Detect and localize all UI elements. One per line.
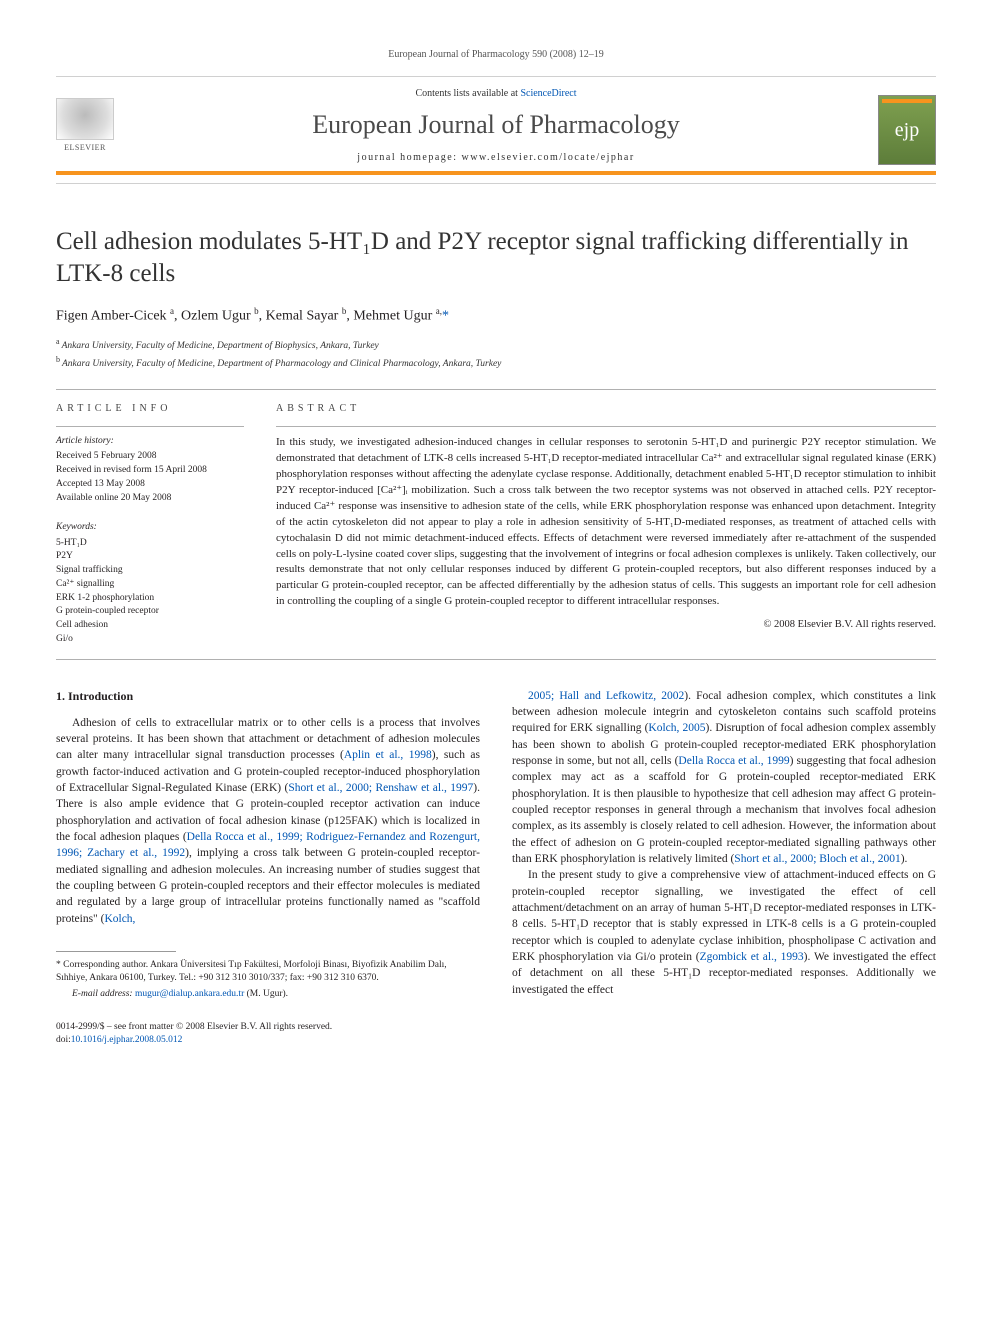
sciencedirect-link[interactable]: ScienceDirect [520,88,576,99]
keywords-label: Keywords: [56,521,244,534]
abstract-block: ABSTRACT In this study, we investigated … [276,402,936,647]
page: European Journal of Pharmacology 590 (20… [0,0,992,1088]
page-footer: 0014-2999/$ – see front matter © 2008 El… [56,1021,936,1048]
journal-name: European Journal of Pharmacology [56,107,936,143]
affiliation-item: aAnkara University, Faculty of Medicine,… [56,336,936,353]
section-heading: 1. Introduction [56,688,480,705]
keyword-item: Signal trafficking [56,564,244,578]
doi-link[interactable]: 10.1016/j.ejphar.2008.05.012 [71,1035,183,1045]
copyright: © 2008 Elsevier B.V. All rights reserved… [276,618,936,633]
article-info: ARTICLE INFO Article history: Received 5… [56,402,244,647]
affiliations: aAnkara University, Faculty of Medicine,… [56,336,936,371]
body-paragraph: Adhesion of cells to extracellular matri… [56,715,480,927]
publisher-logo-text: ELSEVIER [56,142,114,153]
email-label: E-mail address: [72,989,133,999]
keyword-item: Ca²⁺ signalling [56,578,244,592]
divider [56,389,936,390]
history-item: Accepted 13 May 2008 [56,478,244,492]
body-paragraph: In the present study to give a comprehen… [512,867,936,998]
email-footnote: E-mail address: mugur@dialup.ankara.edu.… [56,988,480,1001]
footer-left: 0014-2999/$ – see front matter © 2008 El… [56,1021,332,1048]
meta-row: ARTICLE INFO Article history: Received 5… [56,402,936,647]
abstract-text: In this study, we investigated adhesion-… [276,435,936,610]
masthead: ELSEVIER ejp Contents lists available at… [56,76,936,184]
journal-cover-logo: ejp [878,95,936,165]
issn-line: 0014-2999/$ – see front matter © 2008 El… [56,1021,332,1034]
publisher-logo: ELSEVIER [56,98,114,162]
body-column-left: 1. Introduction Adhesion of cells to ext… [56,688,480,1001]
body-column-right: 2005; Hall and Lefkowitz, 2002). Focal a… [512,688,936,1001]
body-paragraph: 2005; Hall and Lefkowitz, 2002). Focal a… [512,688,936,868]
email-link[interactable]: mugur@dialup.ankara.edu.tr [135,989,244,999]
keyword-item: ERK 1-2 phosphorylation [56,592,244,606]
body-columns: 1. Introduction Adhesion of cells to ext… [56,688,936,1001]
email-name: (M. Ugur). [247,989,288,999]
keyword-item: P2Y [56,550,244,564]
keyword-item: G protein-coupled receptor [56,605,244,619]
history-item: Received in revised form 15 April 2008 [56,464,244,478]
keyword-item: 5-HT₁D [56,537,244,551]
contents-prefix: Contents lists available at [415,88,520,99]
contents-line: Contents lists available at ScienceDirec… [56,87,936,101]
article-info-label: ARTICLE INFO [56,402,244,416]
corresponding-author-footnote: * Corresponding author. Ankara Üniversit… [56,958,480,986]
history-item: Available online 20 May 2008 [56,492,244,506]
keyword-item: Cell adhesion [56,619,244,633]
journal-homepage: journal homepage: www.elsevier.com/locat… [56,151,936,165]
history-label: Article history: [56,435,244,448]
elsevier-tree-icon [56,98,114,140]
ejp-logo-icon: ejp [878,95,936,165]
keyword-item: Gi/o [56,633,244,647]
authors: Figen Amber-Cicek a, Ozlem Ugur b, Kemal… [56,305,936,326]
divider [276,426,936,427]
article-title: Cell adhesion modulates 5-HT₁D and P2Y r… [56,226,936,289]
history-item: Received 5 February 2008 [56,450,244,464]
running-head: European Journal of Pharmacology 590 (20… [56,48,936,62]
divider [56,426,244,427]
doi-line: doi:10.1016/j.ejphar.2008.05.012 [56,1034,332,1047]
affiliation-item: bAnkara University, Faculty of Medicine,… [56,354,936,371]
abstract-label: ABSTRACT [276,402,936,416]
accent-bar [56,171,936,175]
divider [56,659,936,660]
footnote-separator [56,951,176,952]
